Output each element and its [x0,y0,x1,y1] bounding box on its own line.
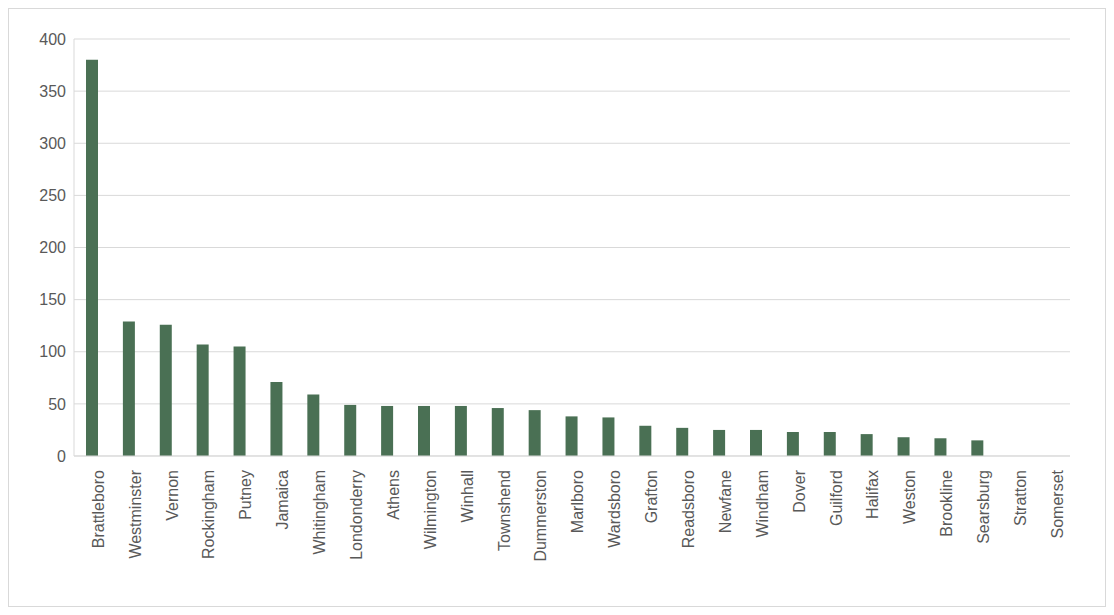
svg-text:Somerset: Somerset [1049,469,1066,538]
svg-text:Brookline: Brookline [938,470,955,537]
svg-text:Jamaica: Jamaica [274,470,291,530]
svg-text:250: 250 [39,187,66,204]
svg-text:Stratton: Stratton [1012,470,1029,526]
svg-text:Readsboro: Readsboro [680,470,697,548]
svg-text:Dover: Dover [791,469,808,512]
svg-text:Windham: Windham [754,470,771,538]
svg-text:Halifax: Halifax [864,470,881,519]
svg-text:100: 100 [39,343,66,360]
svg-text:400: 400 [39,31,66,48]
svg-text:Newfane: Newfane [717,470,734,533]
svg-text:Londonderry: Londonderry [348,470,365,560]
svg-text:Rockingham: Rockingham [200,470,217,559]
svg-text:200: 200 [39,239,66,256]
svg-text:Weston: Weston [901,470,918,524]
svg-text:Winhall: Winhall [459,470,476,522]
svg-text:Wilmington: Wilmington [422,470,439,549]
svg-text:Brattleboro: Brattleboro [90,470,107,548]
svg-text:Westminster: Westminster [127,469,144,558]
svg-text:Grafton: Grafton [643,470,660,523]
svg-text:Dummerston: Dummerston [532,470,549,562]
svg-text:Whitingham: Whitingham [311,470,328,554]
svg-text:Guilford: Guilford [828,470,845,526]
svg-text:Townshend: Townshend [496,470,513,551]
svg-text:150: 150 [39,291,66,308]
svg-text:50: 50 [48,396,66,413]
svg-text:300: 300 [39,135,66,152]
svg-text:350: 350 [39,83,66,100]
svg-text:Searsburg: Searsburg [975,470,992,544]
svg-text:Putney: Putney [237,470,254,520]
svg-text:0: 0 [57,448,66,465]
svg-text:Vernon: Vernon [164,470,181,521]
svg-text:Wardsboro: Wardsboro [606,470,623,548]
svg-text:Athens: Athens [385,470,402,520]
svg-text:Marlboro: Marlboro [569,470,586,533]
